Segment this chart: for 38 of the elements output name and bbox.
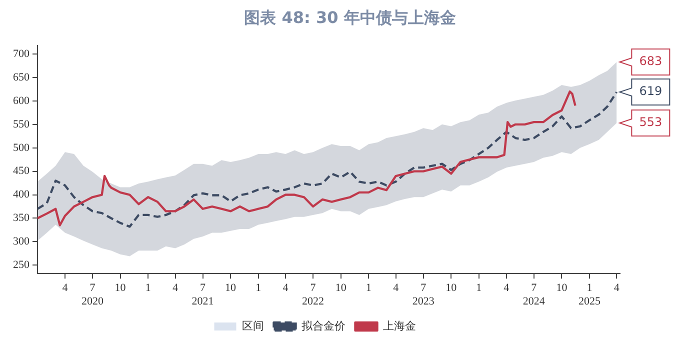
legend-label: 区间 [242, 319, 264, 332]
x-tick-label: 7 2021 [192, 282, 214, 308]
x-tick-label: 1 [145, 282, 151, 294]
x-tick-label: 10 [556, 282, 568, 294]
y-tick-label: 250 [13, 259, 30, 272]
x-tick-label: 10 [225, 282, 237, 294]
x-tick-label: 4 [172, 282, 179, 294]
x-tick-label: 1 [476, 282, 482, 294]
y-tick-label: 500 [13, 142, 30, 154]
x-tick-label: 4 [282, 282, 289, 294]
x-tick-label: 1 [256, 282, 262, 294]
y-tick-label: 700 [13, 48, 30, 60]
x-tick-label: 10 [335, 282, 347, 294]
x-tick-label: 4 [62, 282, 68, 294]
y-tick-label: 600 [13, 94, 30, 107]
x-tick-label: 10 [114, 282, 126, 294]
y-tick-label: 550 [13, 118, 30, 130]
annotation: 683 [639, 54, 662, 68]
y-tick-label: 400 [13, 188, 30, 201]
x-tick-label: 10 [446, 282, 458, 294]
legend-label: 拟合金价 [301, 319, 346, 332]
legend-label: 上海金 [382, 319, 416, 332]
chart-title: 图表 48: 30 年中债与上海金 [243, 7, 457, 29]
x-tick-label: 4 [504, 282, 510, 294]
x-tick-label: 7 2024 [522, 282, 546, 308]
x-tick-label: 4 [614, 282, 620, 294]
x-tick-label: 7 2023 [412, 282, 435, 308]
y-tick-label: 350 [13, 212, 30, 224]
annotation: 619 [639, 84, 662, 98]
y-tick-label: 300 [13, 236, 30, 248]
x-tick-label: 1 2025 [578, 282, 601, 308]
x-tick-label: 7 2020 [81, 282, 104, 308]
x-tick-label: 1 [366, 282, 372, 294]
x-tick-label: 7 2022 [302, 282, 324, 308]
x-tick-label: 4 [393, 282, 400, 294]
y-tick-label: 650 [13, 71, 30, 84]
y-tick-label: 450 [13, 165, 30, 178]
annotation: 553 [639, 115, 662, 130]
